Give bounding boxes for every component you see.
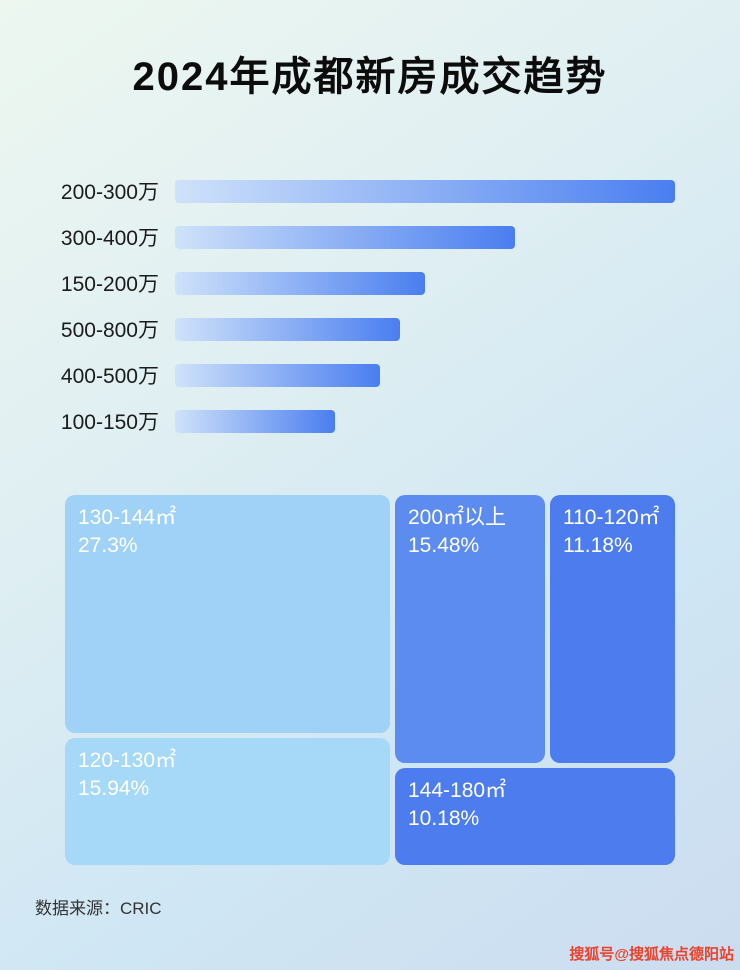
- bar: [175, 317, 400, 341]
- bar-track: [175, 363, 675, 387]
- treemap-value: 15.48%: [408, 534, 480, 558]
- bar-row: 300-400万: [30, 214, 675, 260]
- treemap-value: 10.18%: [408, 807, 480, 831]
- bar-track: [175, 409, 675, 433]
- bar-label: 300-400万: [60, 227, 159, 250]
- bar-label: 400-500万: [60, 365, 159, 388]
- bar-label: 100-150万: [60, 411, 159, 434]
- data-source-label: 数据来源：CRIC: [35, 899, 162, 918]
- treemap-value: 11.18%: [563, 534, 633, 558]
- treemap-label: 130-144㎡: [78, 506, 177, 529]
- bar-track: [175, 317, 675, 341]
- treemap-label: 110-120㎡: [563, 506, 660, 529]
- bar-label: 500-800万: [60, 319, 159, 342]
- treemap-block-130-144: 130-144㎡ 27.3%: [65, 495, 390, 733]
- bar: [175, 363, 380, 387]
- treemap-block-200-plus: 200㎡以上 15.48%: [395, 495, 545, 763]
- treemap-value: 27.3%: [78, 534, 138, 558]
- bar-row: 100-150万: [30, 398, 675, 444]
- bar: [175, 179, 675, 203]
- treemap-block-120-130: 120-130㎡ 15.94%: [65, 738, 390, 865]
- bar-row: 200-300万: [30, 168, 675, 214]
- treemap: 130-144㎡ 27.3% 120-130㎡ 15.94% 200㎡以上 15…: [65, 495, 675, 865]
- bar-track: [175, 271, 675, 295]
- treemap-label: 120-130㎡: [78, 749, 177, 772]
- bar-row: 400-500万: [30, 352, 675, 398]
- treemap-label: 144-180㎡: [408, 779, 507, 802]
- bar: [175, 225, 515, 249]
- bar-label: 200-300万: [60, 181, 159, 204]
- bar-chart: 200-300万 300-400万 150-200万 500-800万 400-500万…: [30, 168, 675, 444]
- treemap-block-144-180: 144-180㎡ 10.18%: [395, 768, 675, 865]
- bar-row: 150-200万: [30, 260, 675, 306]
- watermark: 搜狐号@搜狐焦点德阳站: [569, 946, 734, 963]
- treemap-value: 15.94%: [78, 777, 150, 801]
- treemap-block-110-120: 110-120㎡ 11.18%: [550, 495, 675, 763]
- bar: [175, 271, 425, 295]
- treemap-label: 200㎡以上: [408, 506, 507, 529]
- bar-track: [175, 225, 675, 249]
- bar-row: 500-800万: [30, 306, 675, 352]
- bar-track: [175, 179, 675, 203]
- bar: [175, 409, 335, 433]
- page-title: 2024年成都新房成交趋势: [132, 55, 608, 99]
- bar-label: 150-200万: [60, 273, 159, 296]
